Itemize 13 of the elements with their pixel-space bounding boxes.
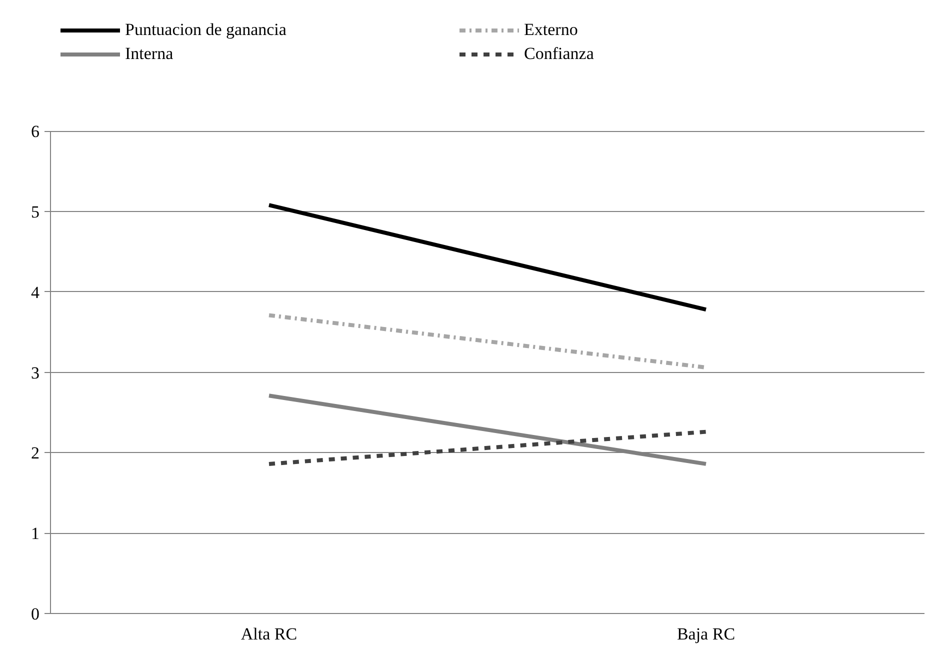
x-tick-label: Alta RC [240,624,298,644]
legend-label: Externo [524,20,579,40]
y-tick-label: 2 [31,444,40,463]
x-tick-label: Baja RC [676,624,736,644]
y-tick-label: 3 [31,363,40,382]
y-tick-label: 4 [31,282,40,302]
y-tick-label: 0 [31,604,40,624]
legend-label: Confianza [524,44,595,64]
y-tick-label: 1 [31,524,40,544]
y-tick-label: 6 [31,122,40,142]
y-tick-label: 5 [31,202,40,222]
legend-label: Interna [125,44,174,64]
legend-label: Puntuacion de ganancia [125,20,288,40]
